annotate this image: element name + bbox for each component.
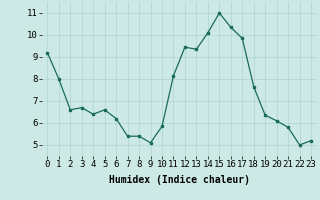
X-axis label: Humidex (Indice chaleur): Humidex (Indice chaleur): [109, 175, 250, 185]
